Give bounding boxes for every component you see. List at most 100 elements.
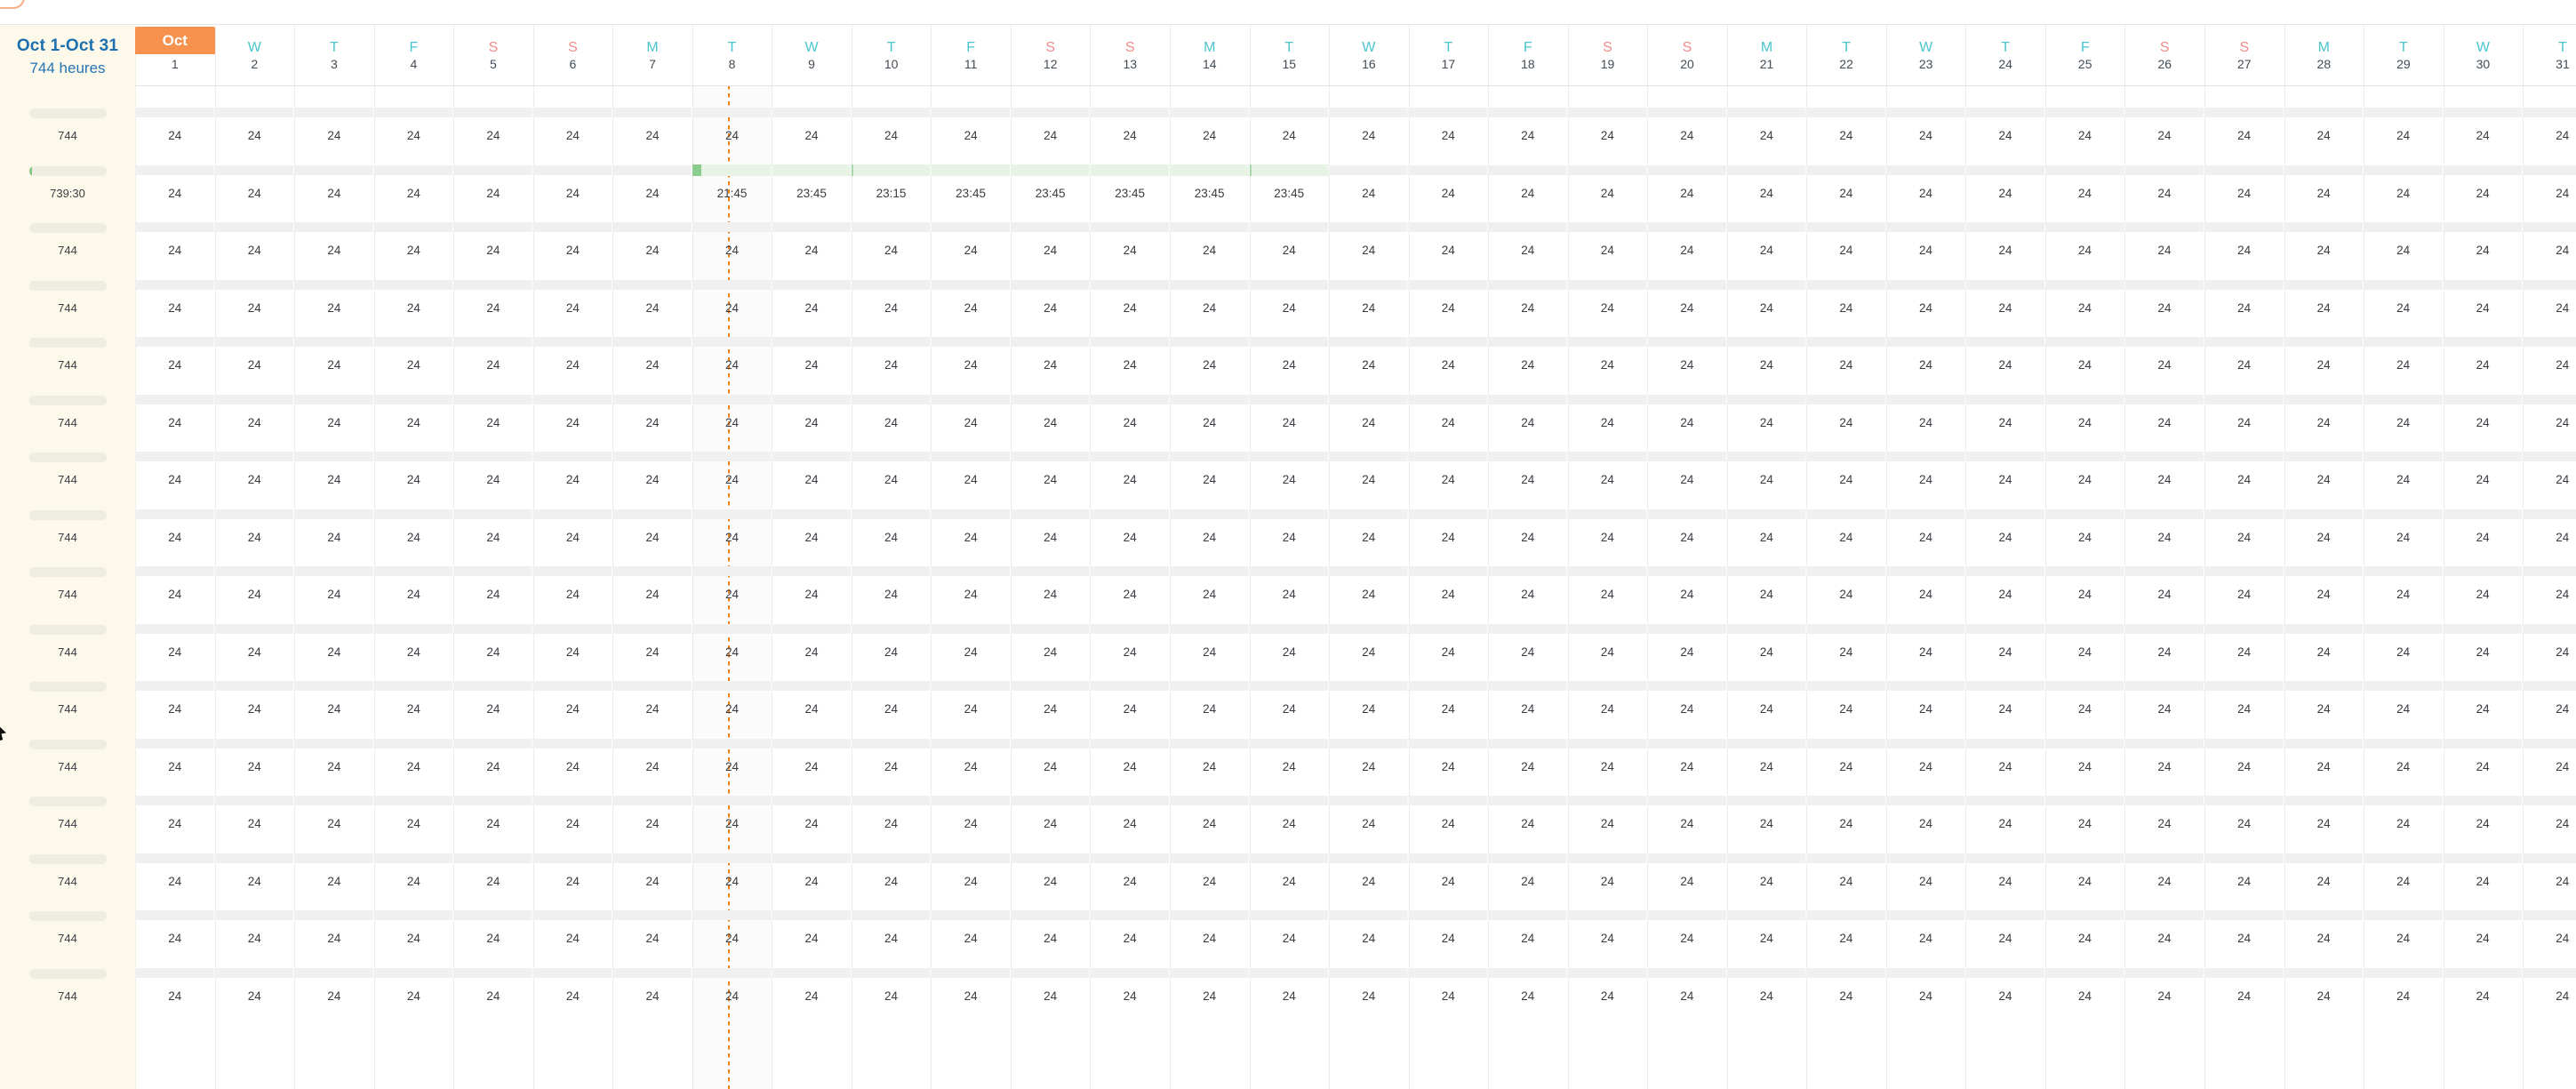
day-value-cell[interactable]: 23:45 bbox=[956, 186, 986, 200]
day-value-cell[interactable]: 24 bbox=[2237, 530, 2252, 544]
day-value-cell[interactable]: 24 bbox=[1998, 300, 2012, 315]
day-value-cell[interactable]: 24 bbox=[645, 588, 660, 601]
day-value-cell[interactable]: 24 bbox=[2396, 874, 2411, 888]
day-value-cell[interactable]: 23:45 bbox=[1194, 186, 1225, 200]
day-value-cell[interactable]: 24 bbox=[2078, 186, 2092, 200]
day-value-cell[interactable]: 24 bbox=[168, 645, 182, 659]
day-value-cell[interactable]: 24 bbox=[486, 244, 500, 257]
day-value-cell[interactable]: 24 bbox=[2556, 817, 2570, 830]
day-value-cell[interactable]: 24 bbox=[1123, 759, 1137, 773]
day-value-cell[interactable]: 24 bbox=[2396, 759, 2411, 773]
day-value-cell[interactable]: 24 bbox=[2157, 645, 2172, 659]
day-value-cell[interactable]: 24 bbox=[1441, 588, 1455, 601]
day-value-cell[interactable]: 24 bbox=[1839, 588, 1853, 601]
day-value-cell[interactable]: 24 bbox=[327, 186, 341, 200]
day-value-cell[interactable]: 24 bbox=[1680, 473, 1694, 486]
day-value-cell[interactable]: 24 bbox=[804, 530, 819, 544]
day-value-cell[interactable]: 24 bbox=[247, 129, 261, 142]
day-value-cell[interactable]: 24 bbox=[1203, 874, 1217, 888]
day-value-cell[interactable]: 24 bbox=[1680, 702, 1694, 716]
day-value-cell[interactable]: 24 bbox=[1362, 415, 1376, 429]
day-value-cell[interactable]: 24 bbox=[1362, 473, 1376, 486]
day-value-cell[interactable]: 24 bbox=[565, 530, 580, 544]
day-value-cell[interactable]: 24 bbox=[1203, 244, 1217, 257]
day-value-cell[interactable]: 24 bbox=[645, 817, 660, 830]
day-header-cell[interactable]: S 19 bbox=[1568, 25, 1648, 85]
day-value-cell[interactable]: 24 bbox=[724, 932, 739, 945]
day-value-cell[interactable]: 24 bbox=[168, 759, 182, 773]
day-value-cell[interactable]: 24 bbox=[2316, 759, 2331, 773]
day-value-cell[interactable]: 24 bbox=[1044, 817, 1058, 830]
day-value-cell[interactable]: 24 bbox=[565, 473, 580, 486]
day-value-cell[interactable]: 24 bbox=[1839, 300, 1853, 315]
day-value-cell[interactable]: 24 bbox=[2078, 645, 2092, 659]
day-value-cell[interactable]: 24 bbox=[1600, 645, 1614, 659]
day-value-cell[interactable]: 24 bbox=[1282, 244, 1296, 257]
day-value-cell[interactable]: 24 bbox=[645, 473, 660, 486]
day-value-cell[interactable]: 24 bbox=[1918, 129, 1932, 142]
day-value-cell[interactable]: 24 bbox=[1203, 300, 1217, 315]
day-value-cell[interactable]: 24 bbox=[2237, 989, 2252, 1003]
day-value-cell[interactable]: 24 bbox=[1282, 989, 1296, 1003]
day-value-cell[interactable]: 24 bbox=[1759, 759, 1773, 773]
day-value-cell[interactable]: 24 bbox=[964, 358, 978, 372]
day-value-cell[interactable]: 24 bbox=[1600, 358, 1614, 372]
day-value-cell[interactable]: 24 bbox=[406, 817, 420, 830]
day-value-cell[interactable]: 24 bbox=[2556, 530, 2570, 544]
day-value-cell[interactable]: 24 bbox=[1362, 932, 1376, 945]
day-value-cell[interactable]: 24 bbox=[406, 530, 420, 544]
day-value-cell[interactable]: 24 bbox=[2476, 473, 2490, 486]
day-value-cell[interactable]: 24 bbox=[327, 358, 341, 372]
day-value-cell[interactable]: 24 bbox=[1123, 817, 1137, 830]
day-value-cell[interactable]: 24 bbox=[1759, 300, 1773, 315]
day-value-cell[interactable]: 24 bbox=[406, 702, 420, 716]
day-value-cell[interactable]: 24 bbox=[486, 358, 500, 372]
day-value-cell[interactable]: 24 bbox=[1044, 932, 1058, 945]
day-value-cell[interactable]: 24 bbox=[1282, 129, 1296, 142]
day-value-cell[interactable]: 24 bbox=[565, 702, 580, 716]
day-value-cell[interactable]: 24 bbox=[2078, 702, 2092, 716]
day-value-cell[interactable]: 24 bbox=[1521, 759, 1535, 773]
day-value-cell[interactable]: 24 bbox=[2078, 473, 2092, 486]
day-value-cell[interactable]: 24 bbox=[486, 702, 500, 716]
day-value-cell[interactable]: 24 bbox=[168, 358, 182, 372]
day-value-cell[interactable]: 24 bbox=[1521, 358, 1535, 372]
day-value-cell[interactable]: 24 bbox=[2316, 989, 2331, 1003]
day-value-cell[interactable]: 24 bbox=[2316, 129, 2331, 142]
day-value-cell[interactable]: 24 bbox=[2316, 186, 2331, 200]
day-value-cell[interactable]: 24 bbox=[2396, 645, 2411, 659]
day-value-cell[interactable]: 24 bbox=[1918, 932, 1932, 945]
day-value-cell[interactable]: 24 bbox=[804, 932, 819, 945]
day-value-cell[interactable]: 24 bbox=[1123, 874, 1137, 888]
day-value-cell[interactable]: 24 bbox=[1441, 129, 1455, 142]
day-value-cell[interactable]: 24 bbox=[2476, 989, 2490, 1003]
day-value-cell[interactable]: 24 bbox=[884, 415, 899, 429]
day-value-cell[interactable]: 24 bbox=[884, 300, 899, 315]
day-value-cell[interactable]: 24 bbox=[168, 244, 182, 257]
day-value-cell[interactable]: 24 bbox=[565, 300, 580, 315]
day-value-cell[interactable]: 24 bbox=[645, 415, 660, 429]
day-value-cell[interactable]: 24 bbox=[804, 989, 819, 1003]
day-value-cell[interactable]: 24 bbox=[2396, 989, 2411, 1003]
day-value-cell[interactable]: 24 bbox=[804, 645, 819, 659]
day-value-cell[interactable]: 24 bbox=[1123, 989, 1137, 1003]
day-value-cell[interactable]: 24 bbox=[1918, 300, 1932, 315]
day-value-cell[interactable]: 24 bbox=[1521, 588, 1535, 601]
day-value-cell[interactable]: 24 bbox=[406, 989, 420, 1003]
day-value-cell[interactable]: 24 bbox=[327, 530, 341, 544]
day-value-cell[interactable]: 24 bbox=[1759, 186, 1773, 200]
day-value-cell[interactable]: 24 bbox=[1759, 129, 1773, 142]
day-value-cell[interactable]: 24 bbox=[964, 415, 978, 429]
day-value-cell[interactable]: 24 bbox=[2556, 358, 2570, 372]
day-value-cell[interactable]: 24 bbox=[1759, 588, 1773, 601]
day-value-cell[interactable]: 24 bbox=[486, 817, 500, 830]
day-value-cell[interactable]: 24 bbox=[964, 588, 978, 601]
day-header-cell[interactable]: W 23 bbox=[1886, 25, 1966, 85]
day-value-cell[interactable]: 24 bbox=[724, 473, 739, 486]
day-value-cell[interactable]: 24 bbox=[1282, 588, 1296, 601]
day-value-cell[interactable]: 24 bbox=[964, 530, 978, 544]
day-value-cell[interactable]: 24 bbox=[1998, 588, 2012, 601]
day-value-cell[interactable]: 24 bbox=[1521, 415, 1535, 429]
day-value-cell[interactable]: 24 bbox=[327, 874, 341, 888]
